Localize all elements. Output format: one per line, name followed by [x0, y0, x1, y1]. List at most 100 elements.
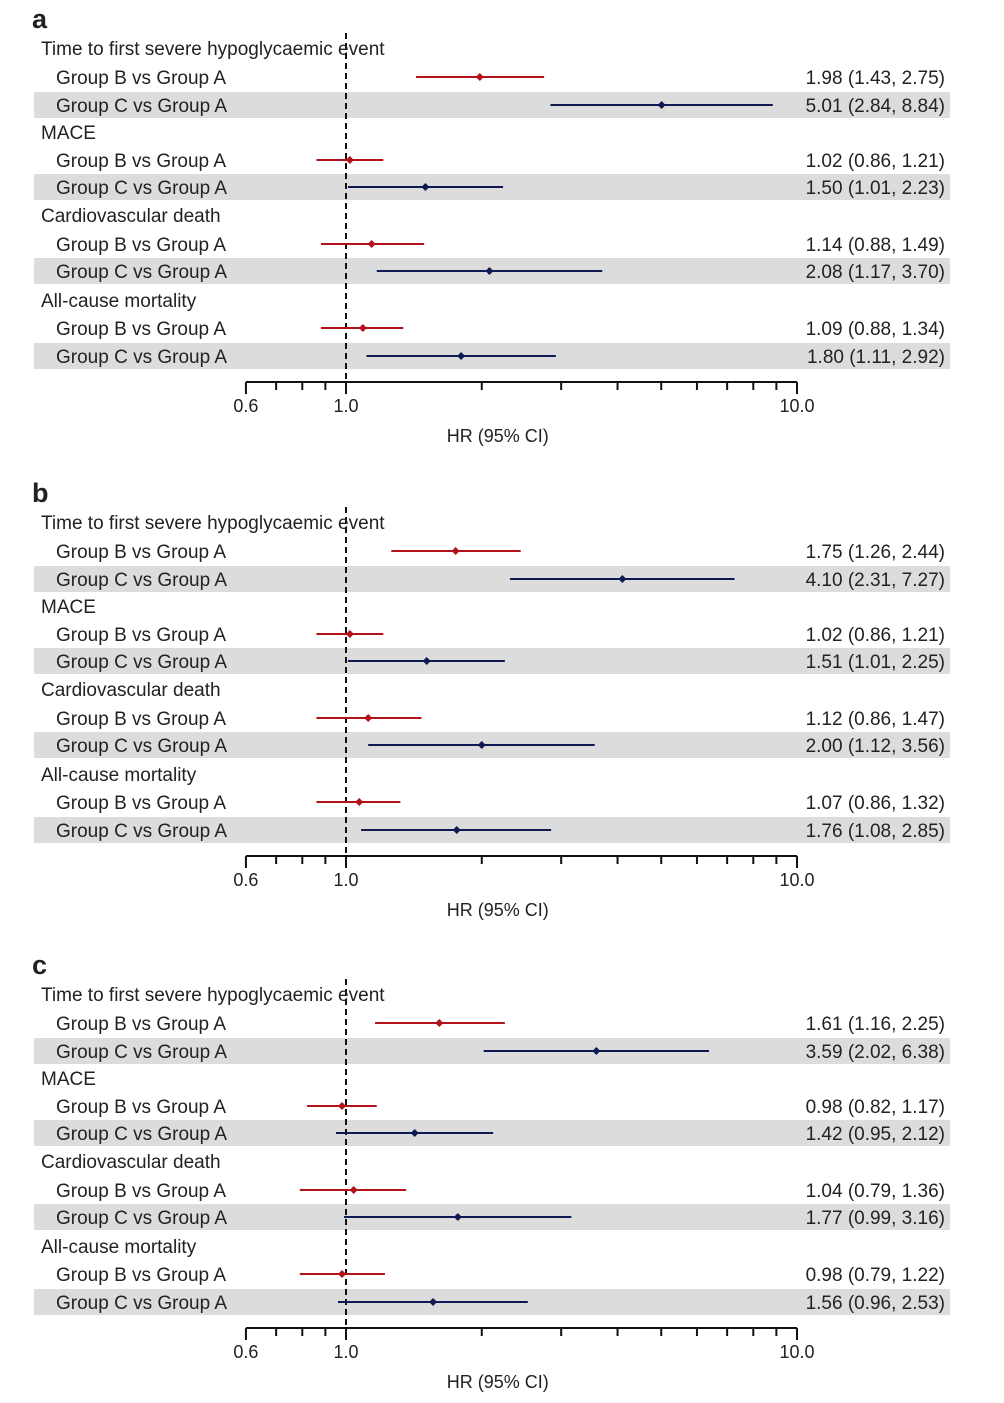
comparison-label: Group C vs Group A: [56, 1042, 227, 1063]
hr-point: [453, 1213, 462, 1221]
forest-panel-c: c Time to first severe hypoglycaemic even…: [32, 950, 950, 1392]
hr-point: [485, 267, 494, 275]
hr-point: [349, 1186, 358, 1194]
comparison-label: Group B vs Group A: [56, 151, 226, 172]
hr-point: [367, 240, 376, 248]
hr-ci-text: 1.98 (1.43, 2.75): [806, 68, 945, 89]
hr-ci-text: 5.01 (2.84, 8.84): [806, 96, 945, 117]
outcome-title: Cardiovascular death: [41, 206, 221, 227]
x-tick-label: 1.0: [333, 870, 358, 890]
hr-ci-text: 1.04 (0.79, 1.36): [806, 1181, 945, 1202]
hr-ci-text: 1.02 (0.86, 1.21): [806, 151, 945, 172]
outcome-title: Cardiovascular death: [41, 680, 221, 701]
outcome-title: All-cause mortality: [41, 291, 197, 312]
forest-panel-a: a Time to first severe hypoglycaemic even…: [32, 4, 950, 446]
panel-letter: a: [32, 4, 48, 34]
hr-point: [435, 1019, 444, 1027]
hr-ci-text: 1.75 (1.26, 2.44): [806, 542, 945, 563]
hr-point: [657, 101, 666, 109]
hr-ci-text: 2.00 (1.12, 3.56): [806, 736, 945, 757]
row-band: [34, 92, 950, 118]
comparison-label: Group C vs Group A: [56, 262, 227, 283]
outcome-title: Cardiovascular death: [41, 1152, 221, 1173]
x-tick-label: 10.0: [779, 396, 814, 416]
hr-point: [338, 1270, 347, 1278]
hr-ci-text: 1.02 (0.86, 1.21): [806, 625, 945, 646]
hr-point: [429, 1298, 438, 1306]
hr-point: [345, 156, 354, 164]
comparison-label: Group C vs Group A: [56, 821, 227, 842]
outcome-title: MACE: [41, 1069, 96, 1090]
x-tick-label: 10.0: [779, 870, 814, 890]
outcome-title: Time to first severe hypoglycaemic event: [41, 985, 385, 1006]
hr-ci-text: 1.12 (0.86, 1.47): [806, 709, 945, 730]
comparison-label: Group C vs Group A: [56, 347, 227, 368]
hr-ci-text: 4.10 (2.31, 7.27): [806, 570, 945, 591]
hr-point: [451, 547, 460, 555]
hr-ci-text: 1.61 (1.16, 2.25): [806, 1014, 945, 1035]
hr-ci-text: 1.77 (0.99, 3.16): [806, 1208, 945, 1229]
comparison-label: Group B vs Group A: [56, 68, 226, 89]
comparison-label: Group B vs Group A: [56, 1014, 226, 1035]
comparison-label: Group C vs Group A: [56, 570, 227, 591]
comparison-label: Group B vs Group A: [56, 319, 226, 340]
comparison-label: Group C vs Group A: [56, 736, 227, 757]
forest-panel-b: b Time to first severe hypoglycaemic even…: [32, 478, 950, 920]
comparison-label: Group B vs Group A: [56, 709, 226, 730]
hr-ci-text: 0.98 (0.79, 1.22): [806, 1265, 945, 1286]
hr-ci-text: 1.09 (0.88, 1.34): [806, 319, 945, 340]
outcome-title: All-cause mortality: [41, 1237, 197, 1258]
hr-point: [338, 1102, 347, 1110]
x-tick-label: 0.6: [233, 396, 258, 416]
x-axis-title: HR (95% CI): [447, 1372, 549, 1392]
comparison-label: Group B vs Group A: [56, 235, 226, 256]
x-tick-label: 1.0: [333, 396, 358, 416]
hr-ci-text: 3.59 (2.02, 6.38): [806, 1042, 945, 1063]
row-band: [34, 566, 950, 592]
hr-ci-text: 1.50 (1.01, 2.23): [806, 178, 945, 199]
outcome-title: Time to first severe hypoglycaemic event: [41, 513, 385, 534]
hr-point: [421, 183, 430, 191]
outcome-title: MACE: [41, 597, 96, 618]
hr-point: [592, 1047, 601, 1055]
comparison-label: Group B vs Group A: [56, 793, 226, 814]
x-tick-label: 0.6: [233, 1342, 258, 1362]
hr-point: [355, 798, 364, 806]
hr-point: [345, 630, 354, 638]
hr-ci-text: 0.98 (0.82, 1.17): [806, 1097, 945, 1118]
panel-letter: c: [32, 950, 47, 980]
comparison-label: Group C vs Group A: [56, 96, 227, 117]
hr-ci-text: 1.42 (0.95, 2.12): [806, 1124, 945, 1145]
hr-point: [457, 352, 466, 360]
panel-letter: b: [32, 478, 49, 508]
hr-point: [452, 826, 461, 834]
outcome-title: Time to first severe hypoglycaemic event: [41, 39, 385, 60]
hr-ci-text: 2.08 (1.17, 3.70): [806, 262, 945, 283]
comparison-label: Group B vs Group A: [56, 542, 226, 563]
hr-point: [422, 657, 431, 665]
x-axis-title: HR (95% CI): [447, 900, 549, 920]
hr-ci-text: 1.56 (0.96, 2.53): [806, 1293, 945, 1314]
hr-ci-text: 1.51 (1.01, 2.25): [806, 652, 945, 673]
hr-ci-text: 1.80 (1.11, 2.92): [807, 347, 945, 368]
comparison-label: Group C vs Group A: [56, 652, 227, 673]
hr-point: [410, 1129, 419, 1137]
x-tick-label: 10.0: [779, 1342, 814, 1362]
hr-ci-text: 1.07 (0.86, 1.32): [806, 793, 945, 814]
comparison-label: Group B vs Group A: [56, 1097, 226, 1118]
hr-point: [618, 575, 627, 583]
x-tick-label: 0.6: [233, 870, 258, 890]
outcome-title: MACE: [41, 123, 96, 144]
hr-point: [477, 741, 486, 749]
comparison-label: Group C vs Group A: [56, 1208, 227, 1229]
comparison-label: Group B vs Group A: [56, 625, 226, 646]
outcome-title: All-cause mortality: [41, 765, 197, 786]
comparison-label: Group C vs Group A: [56, 1293, 227, 1314]
hr-point: [358, 324, 367, 332]
hr-point: [475, 73, 484, 81]
x-tick-label: 1.0: [333, 1342, 358, 1362]
comparison-label: Group C vs Group A: [56, 1124, 227, 1145]
hr-point: [364, 714, 373, 722]
comparison-label: Group B vs Group A: [56, 1181, 226, 1202]
